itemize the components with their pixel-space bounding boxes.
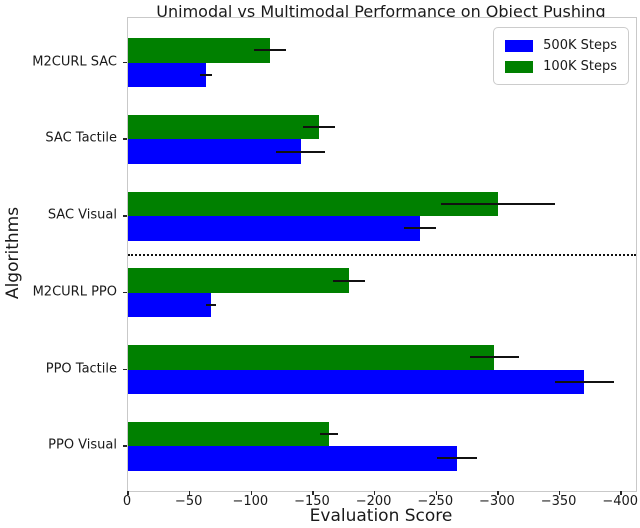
y-tick <box>123 61 127 64</box>
y-category-label-m2curl-sac: M2CURL SAC <box>32 54 117 70</box>
y-category-label-sac-tactile: SAC Tactile <box>45 130 117 146</box>
error-bar-100k-steps-m2curl-sac <box>253 49 286 52</box>
error-bar-100k-steps-m2curl-ppo <box>332 279 365 282</box>
error-bar-500k-steps-m2curl-sac <box>199 73 212 76</box>
bar-100k-steps-m2curl-ppo <box>128 268 349 293</box>
bar-500k-steps-sac-tactile <box>128 139 301 164</box>
error-bar-100k-steps-sac-tactile <box>303 126 336 129</box>
bar-500k-steps-m2curl-ppo <box>128 292 211 318</box>
y-tick <box>123 445 127 447</box>
x-tick <box>188 491 191 495</box>
x-axis-label: Evaluation Score <box>309 506 453 526</box>
x-tick <box>127 491 129 495</box>
error-bar-500k-steps-m2curl-ppo <box>205 304 216 307</box>
y-category-label-m2curl-ppo: M2CURL PPO <box>32 284 117 300</box>
error-bar-500k-steps-sac-tactile <box>275 150 326 153</box>
legend: 500K Steps 100K Steps <box>493 27 629 85</box>
x-tick <box>497 491 499 495</box>
legend-swatch-100k-icon <box>505 60 534 73</box>
bar-100k-steps-sac-tactile <box>128 114 320 140</box>
group-separator-line <box>128 254 636 257</box>
y-tick <box>123 368 127 370</box>
chart-title: Unimodal vs Multimodal Performance on Ob… <box>156 2 606 21</box>
y-tick <box>123 291 127 294</box>
y-axis-category-labels: M2CURL SAC SAC Tactile SAC Visual M2CURL PP… <box>0 17 122 490</box>
legend-label-100k: 100K Steps <box>543 59 617 74</box>
y-category-label-sac-visual: SAC Visual <box>47 207 117 223</box>
bar-100k-steps-m2curl-sac <box>128 38 270 63</box>
x-tick <box>558 491 561 495</box>
bar-500k-steps-sac-visual <box>128 216 421 241</box>
legend-swatch-500k-icon <box>505 39 534 52</box>
legend-item-100k-steps: 100K Steps <box>505 56 617 77</box>
x-tick <box>250 491 253 495</box>
error-bar-500k-steps-ppo-visual <box>437 457 477 460</box>
x-tick <box>620 491 622 495</box>
bar-500k-steps-ppo-visual <box>128 446 458 471</box>
error-bar-100k-steps-ppo-tactile <box>469 356 519 359</box>
y-tick <box>123 138 127 140</box>
error-bar-500k-steps-ppo-tactile <box>554 380 614 383</box>
x-tick <box>312 491 314 495</box>
error-bar-100k-steps-ppo-visual <box>320 432 338 435</box>
bar-100k-steps-ppo-tactile <box>128 345 495 370</box>
legend-item-500k-steps: 500K Steps <box>505 35 617 56</box>
y-category-label-ppo-visual: PPO Visual <box>48 437 117 453</box>
y-tick <box>123 215 127 217</box>
bar-100k-steps-sac-visual <box>128 191 498 217</box>
bar-500k-steps-m2curl-sac <box>128 62 206 88</box>
error-bar-500k-steps-sac-visual <box>404 227 437 230</box>
bar-500k-steps-ppo-tactile <box>128 369 585 394</box>
x-tick <box>435 491 437 495</box>
bar-100k-steps-ppo-visual <box>128 421 329 447</box>
error-bar-100k-steps-sac-visual <box>441 202 555 205</box>
legend-label-500k: 500K Steps <box>543 38 617 53</box>
y-category-label-ppo-tactile: PPO Tactile <box>45 361 117 376</box>
plot-area: 500K Steps 100K Steps <box>123 17 637 495</box>
x-tick <box>373 491 376 495</box>
